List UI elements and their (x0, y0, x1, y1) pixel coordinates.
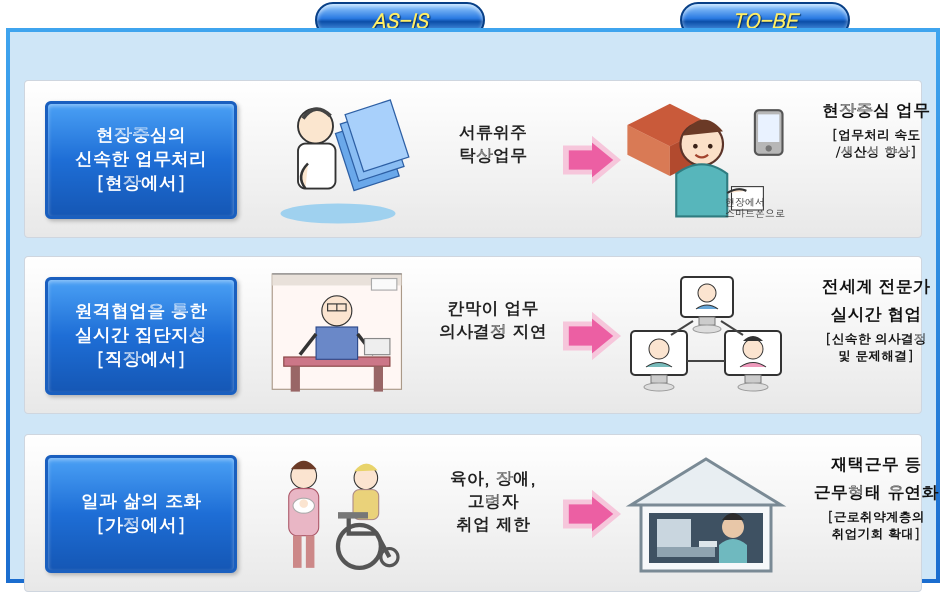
row3-tobe-text: 재택근무 등 근무형태 유연화 [근로취약계층의 취업기회 확대] (801, 453, 947, 543)
row1-tobe-title: 현장중심 업무 (801, 99, 947, 121)
row3-label-box: 일과 삶의 조화 [가정에서] (45, 455, 237, 573)
row3-asis-l1: 육아, 장애, (423, 467, 563, 490)
cubicle-worker-illustration-icon (263, 269, 413, 403)
home-office-illustration-icon (621, 447, 791, 581)
arrow-icon (563, 135, 621, 185)
row1-label-l1: 현장중심의 (48, 124, 234, 148)
row3-asis-text: 육아, 장애, 고령자 취업 제한 (423, 467, 563, 536)
row1-caption-l2: 스마트폰으로 (725, 208, 785, 219)
row2-tobe-title1: 전세계 전문가 (801, 275, 947, 297)
row2-asis-l1: 칸막이 업무 (423, 297, 563, 320)
row2-tobe-text: 전세계 전문가 실시간 협업 [신속한 의사결정 및 문제해결] (801, 275, 947, 365)
arrow-icon (563, 311, 621, 361)
row2-tobe-sub2: 및 문제해결] (801, 348, 947, 365)
row2-label-l2: 실시간 집단지성 (48, 324, 234, 348)
row1-asis-l1: 서류위주 (423, 121, 563, 144)
row2-label-l1: 원격협업을 통한 (48, 300, 234, 324)
row1-asis-l2: 탁상업무 (423, 144, 563, 167)
row3-label-l2: [가정에서] (48, 514, 234, 538)
row2-asis-l2: 의사결정 지연 (423, 320, 563, 343)
row3-tobe-title1: 재택근무 등 (801, 453, 947, 475)
video-conference-illustration-icon (621, 269, 791, 403)
row1-label-box: 현장중심의 신속한 업무처리 [현장에서] (45, 101, 237, 219)
row3-tobe-sub2: 취업기회 확대] (801, 526, 947, 543)
paperwork-illustration-icon (263, 93, 413, 227)
row2-asis-text: 칸막이 업무 의사결정 지연 (423, 297, 563, 343)
row3-label-l1: 일과 삶의 조화 (48, 490, 234, 514)
row2-label-l3: [직장에서] (48, 348, 234, 372)
arrow-icon (563, 489, 621, 539)
row3-tobe-title2: 근무형태 유연화 (801, 481, 947, 503)
row3-asis-l2: 고령자 (423, 490, 563, 513)
diagram-frame: 현장중심의 신속한 업무처리 [현장에서] 서류위주 탁상업무 (6, 28, 940, 583)
row3-asis-l3: 취업 제한 (423, 513, 563, 536)
row1-tobe-text: 현장중심 업무 [업무처리 속도 /생산성 향상] (801, 99, 947, 161)
row-remote-collab: 원격협업을 통한 실시간 집단지성 [직장에서] (24, 256, 922, 414)
row2-tobe-title2: 실시간 협업 (801, 303, 947, 325)
row1-label-l3: [현장에서] (48, 172, 234, 196)
row1-label-l2: 신속한 업무처리 (48, 148, 234, 172)
row-field-work: 현장중심의 신속한 업무처리 [현장에서] 서류위주 탁상업무 (24, 80, 922, 238)
childcare-disability-illustration-icon (263, 447, 413, 581)
row1-asis-text: 서류위주 탁상업무 (423, 121, 563, 167)
row1-tobe-sub2: /생산성 향상] (801, 144, 947, 161)
row-work-life: 일과 삶의 조화 [가정에서] 육아, 장애, (24, 434, 922, 592)
row1-tobe-caption: 현장에서 스마트폰으로 (725, 197, 785, 219)
row2-label-box: 원격협업을 통한 실시간 집단지성 [직장에서] (45, 277, 237, 395)
